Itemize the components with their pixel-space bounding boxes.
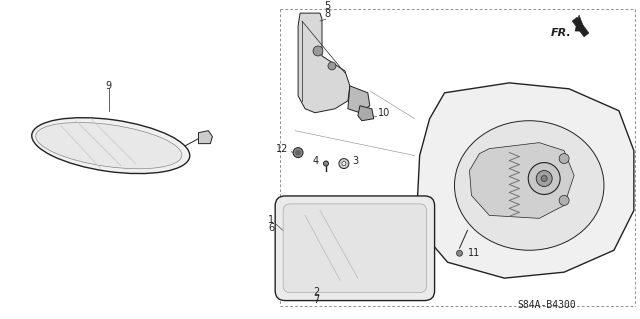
Polygon shape <box>418 83 634 278</box>
Ellipse shape <box>32 118 190 174</box>
Circle shape <box>328 62 336 70</box>
Ellipse shape <box>454 121 604 250</box>
Polygon shape <box>572 17 589 37</box>
Circle shape <box>541 175 547 182</box>
FancyBboxPatch shape <box>283 204 427 293</box>
Circle shape <box>323 161 328 166</box>
Polygon shape <box>348 86 370 113</box>
Circle shape <box>293 148 303 158</box>
Text: 7: 7 <box>313 295 319 305</box>
Text: FR.: FR. <box>550 28 571 38</box>
Polygon shape <box>198 131 212 144</box>
Text: 3: 3 <box>352 156 358 166</box>
FancyBboxPatch shape <box>275 196 435 300</box>
Text: 1: 1 <box>268 215 274 225</box>
Text: 10: 10 <box>378 108 390 118</box>
Text: 4: 4 <box>313 156 319 166</box>
Circle shape <box>342 161 346 166</box>
Circle shape <box>296 150 301 155</box>
Polygon shape <box>358 106 374 121</box>
Text: 5: 5 <box>324 1 330 11</box>
Text: 8: 8 <box>324 9 330 19</box>
Circle shape <box>313 46 323 56</box>
Circle shape <box>559 196 569 205</box>
Polygon shape <box>470 143 574 219</box>
Polygon shape <box>298 13 350 113</box>
Text: S84A-B4300: S84A-B4300 <box>518 300 577 310</box>
Text: 9: 9 <box>106 81 112 91</box>
Circle shape <box>559 153 569 164</box>
Text: 12: 12 <box>276 144 288 154</box>
Polygon shape <box>575 15 585 31</box>
Text: 6: 6 <box>268 223 274 233</box>
Circle shape <box>536 171 552 187</box>
Circle shape <box>528 163 560 195</box>
Circle shape <box>339 159 349 168</box>
Ellipse shape <box>36 122 182 169</box>
Text: 2: 2 <box>313 287 319 297</box>
Circle shape <box>456 250 463 256</box>
Text: 11: 11 <box>467 248 480 258</box>
